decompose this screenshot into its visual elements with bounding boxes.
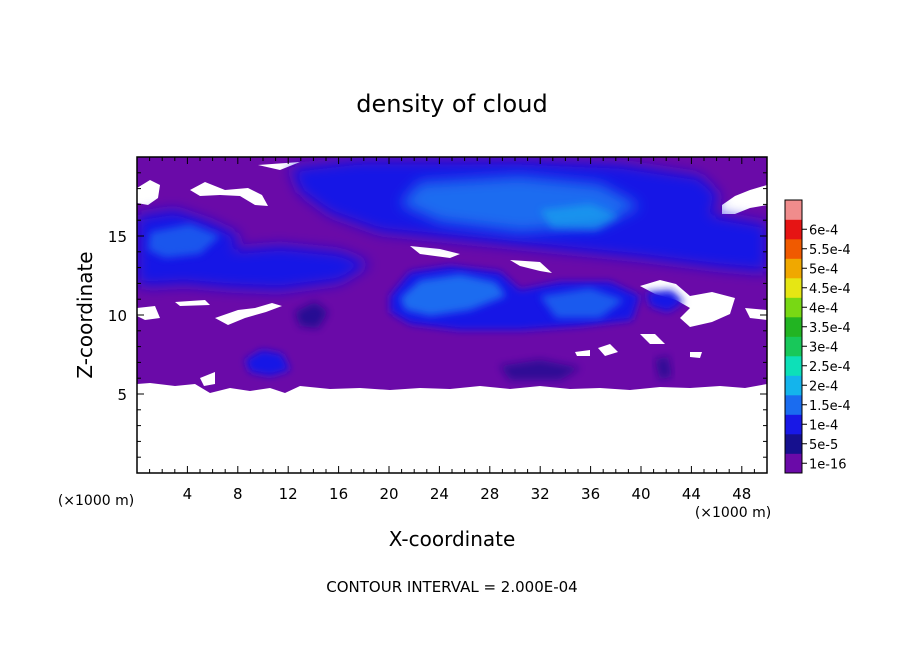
colorbar-label: 2e-4 <box>809 379 838 394</box>
colorbar-swatch <box>785 239 802 259</box>
gap-mid-1 <box>410 246 460 258</box>
colorbar-label: 3e-4 <box>809 340 838 355</box>
colorbar-label: 4.5e-4 <box>809 282 851 297</box>
x-tick-label: 4 <box>183 485 193 503</box>
x-unit-left: (×1000 m) <box>58 493 134 509</box>
lower-left-cells <box>245 302 672 380</box>
y-tick-label: 10 <box>108 307 127 325</box>
gap-top-left <box>137 180 160 205</box>
colorbar-swatch <box>785 356 802 376</box>
colorbar-label: 2.5e-4 <box>809 360 851 375</box>
x-tick-label: 8 <box>233 485 243 503</box>
upper-band <box>290 160 767 272</box>
colorbar-label: 3.5e-4 <box>809 321 851 336</box>
colorbar-swatch <box>785 297 802 318</box>
colorbar-swatch <box>785 375 802 396</box>
gap-top-mid <box>258 162 300 170</box>
x-tick-label: 32 <box>531 485 550 503</box>
x-axis-label: X-coordinate <box>389 527 516 551</box>
gap-top-left-2 <box>190 182 268 206</box>
x-tick-label: 28 <box>480 485 499 503</box>
gap-lower-1 <box>575 350 590 356</box>
x-tick-label: 12 <box>279 485 298 503</box>
gap-left-mid-2 <box>175 300 210 306</box>
gap-lower-4 <box>690 352 702 358</box>
colorbar-label: 5.5e-4 <box>809 243 851 258</box>
colorbar-label: 1e-16 <box>809 457 847 472</box>
colorbar-label: 4e-4 <box>809 301 838 316</box>
center-core <box>390 266 684 330</box>
x-tick-label: 44 <box>682 485 701 503</box>
gap-mid-2 <box>510 260 552 273</box>
contour-interval-note: CONTOUR INTERVAL = 2.000E-04 <box>326 578 577 596</box>
colorbar-swatch <box>785 278 802 298</box>
chart-title: density of cloud <box>356 90 547 118</box>
colorbar-swatch <box>785 317 802 337</box>
colorbar-swatch <box>785 200 802 220</box>
x-tick-label: 24 <box>430 485 449 503</box>
colorbar-swatch <box>785 258 802 279</box>
gap-left-mid <box>137 306 160 320</box>
gap-right-2 <box>745 308 767 320</box>
x-tick-label: 36 <box>581 485 600 503</box>
colorbar-label: 1.5e-4 <box>809 399 851 414</box>
y-tick-label: 15 <box>108 228 127 246</box>
gap-lower-5 <box>200 372 215 386</box>
y-axis-label: Z-coordinate <box>73 251 97 378</box>
x-axis: 4 8 12 16 20 24 28 32 36 40 44 48 <box>149 157 755 503</box>
gap-lower-2 <box>598 344 618 356</box>
colorbar-label: 6e-4 <box>809 223 838 238</box>
x-unit-right: (×1000 m) <box>695 505 771 521</box>
colorbar-swatch <box>785 219 802 240</box>
gap-lower-3 <box>640 334 665 344</box>
colorbar-swatch <box>785 395 802 415</box>
colorbar-label: 1e-4 <box>809 418 838 433</box>
colorbar-swatch <box>785 336 802 357</box>
colorbar-label: 5e-5 <box>809 438 838 453</box>
x-tick-label: 16 <box>329 485 348 503</box>
gap-mid-left <box>215 303 282 325</box>
colorbar-swatch <box>785 434 802 454</box>
colorbar-swatch <box>785 414 802 435</box>
density-field <box>137 157 767 393</box>
x-tick-label: 40 <box>631 485 650 503</box>
x-tick-label: 48 <box>732 485 751 503</box>
left-middle-band <box>137 210 370 290</box>
colorbar-swatch <box>785 453 802 474</box>
y-axis: 5 10 15 <box>108 172 767 458</box>
colorbar-label: 5e-4 <box>809 262 838 277</box>
gap-top-right <box>722 185 767 214</box>
y-tick-label: 5 <box>117 386 127 404</box>
x-tick-label: 20 <box>379 485 398 503</box>
colorbar-frame <box>784 199 803 474</box>
colorbar-legend: 1e-16 5e-5 1e-4 1.5e-4 2e-4 2.5e-4 3e-4 3.5e-4 4… <box>784 199 851 474</box>
